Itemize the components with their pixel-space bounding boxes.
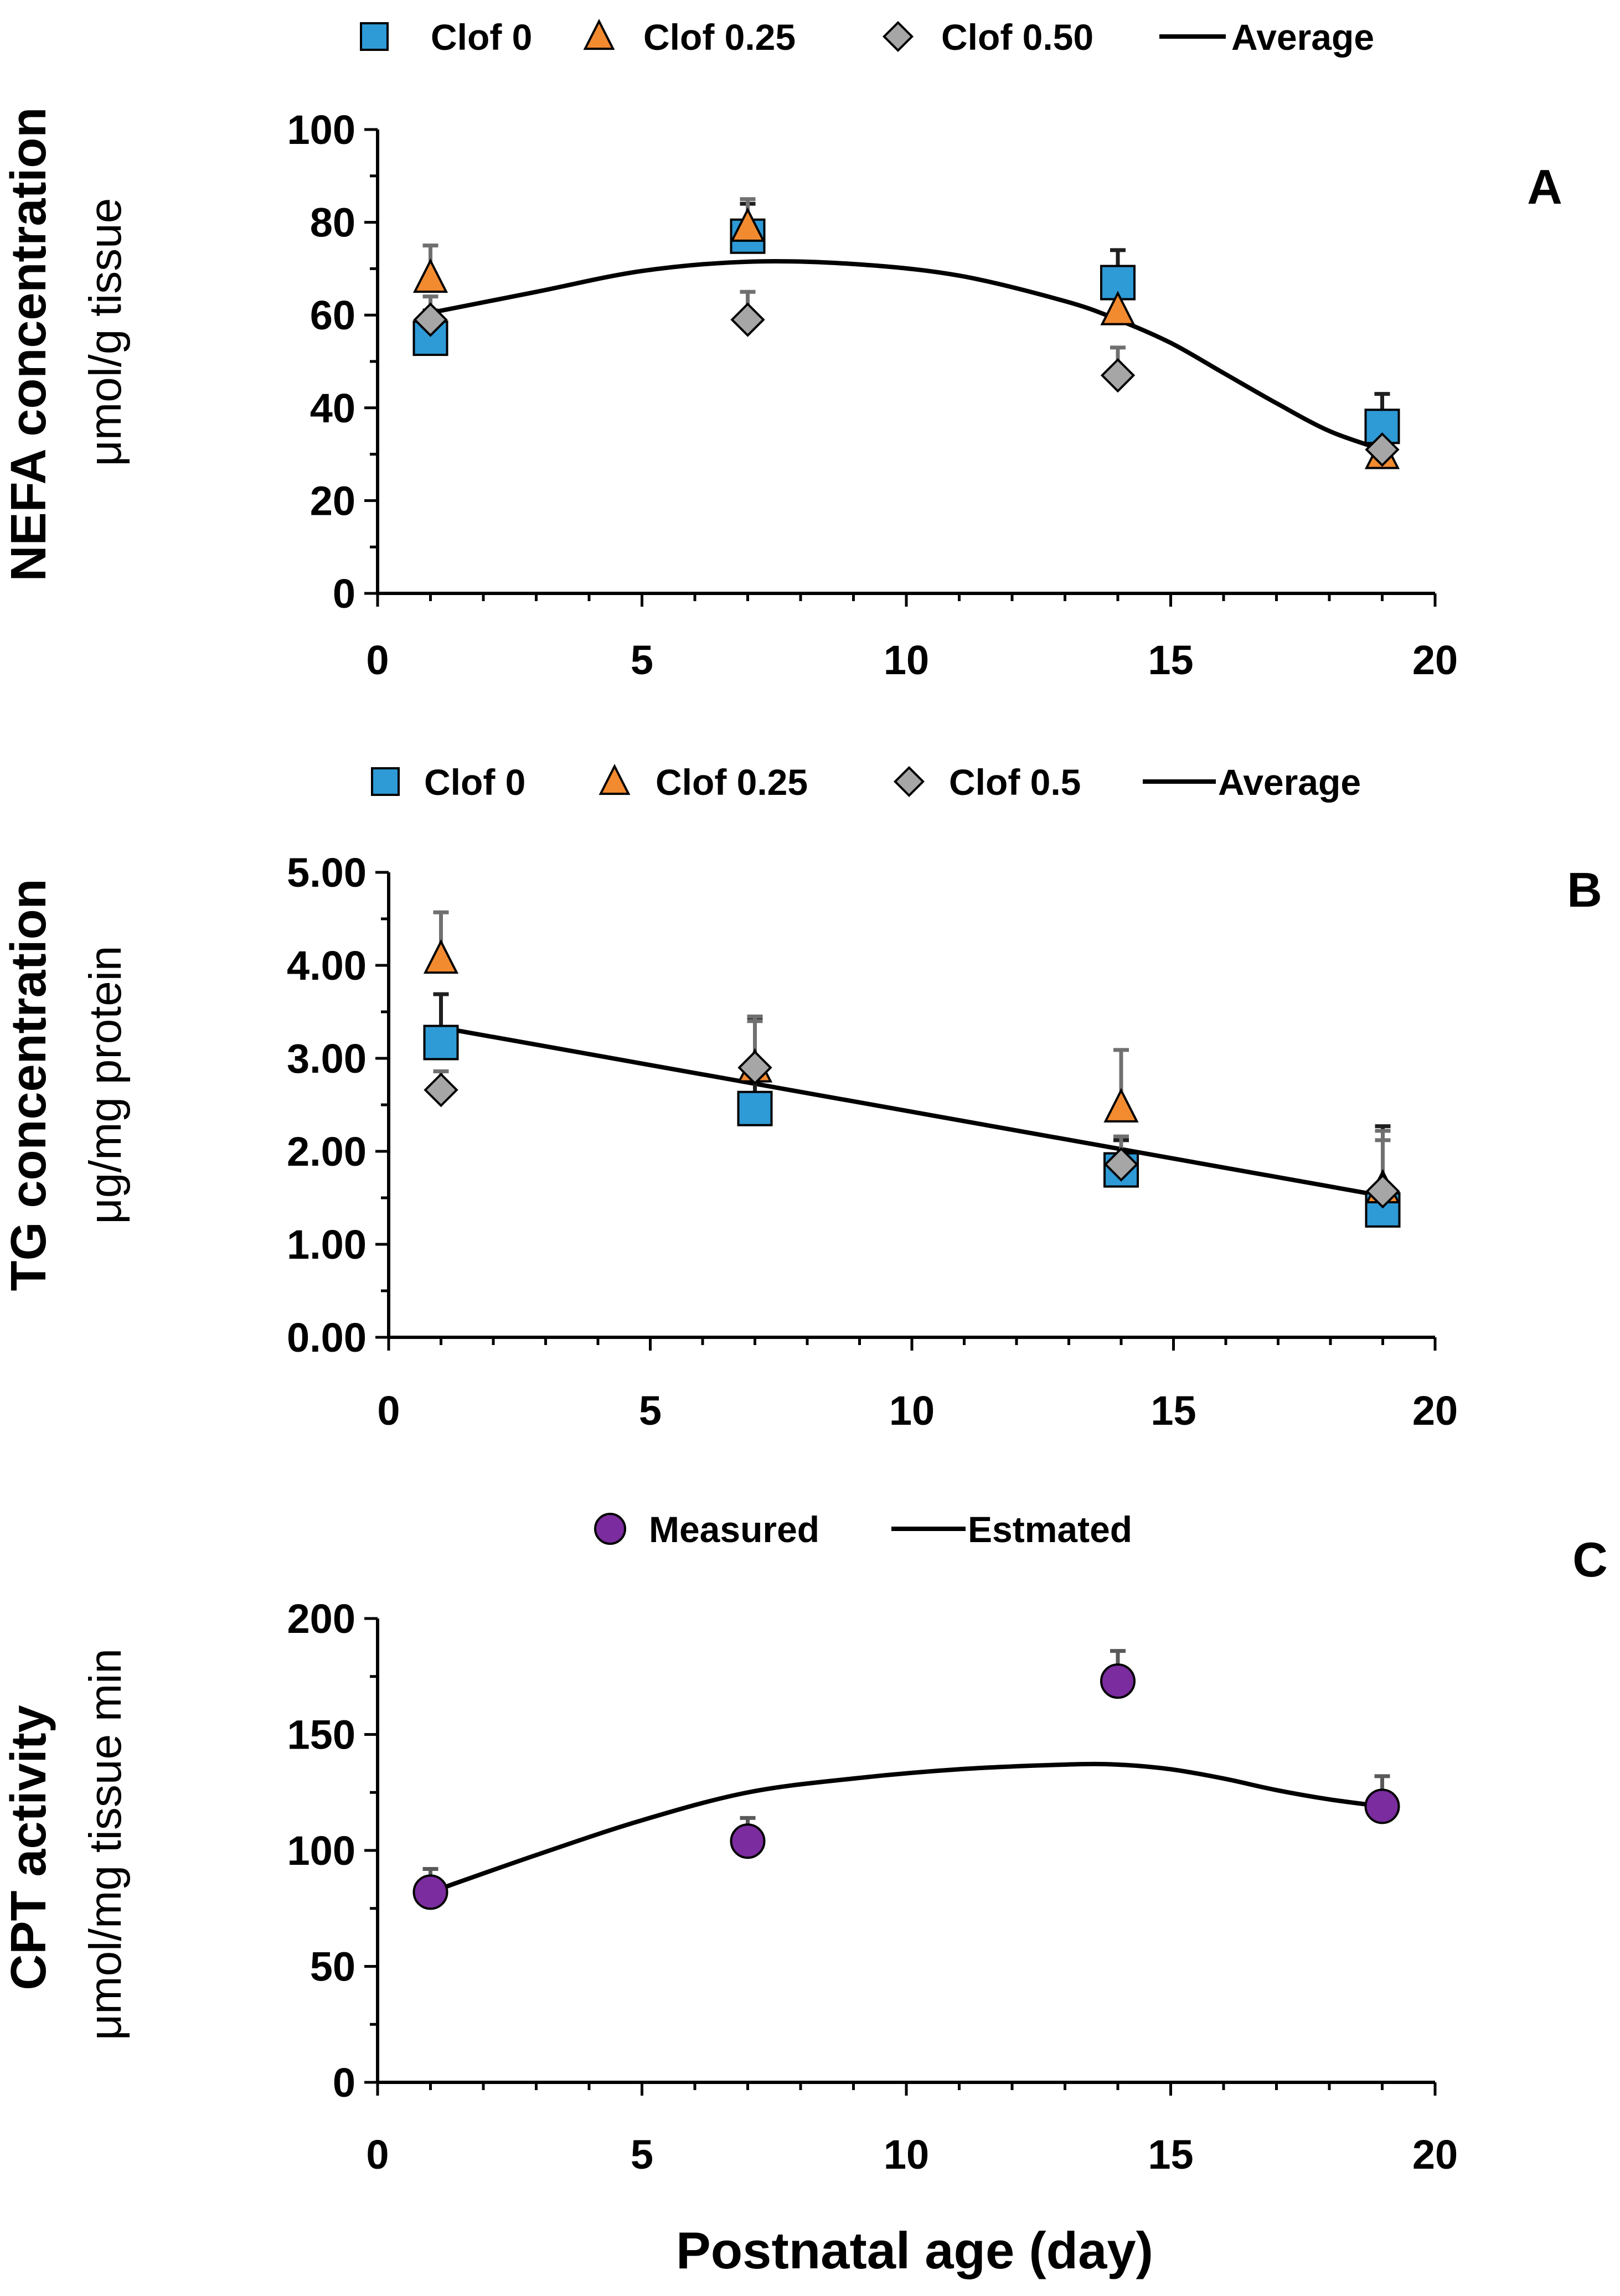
data-point-b-clof-0-5	[737, 1050, 772, 1085]
y-tick-label-b: 5.00	[287, 850, 367, 896]
legend-label-c-measured: Measured	[649, 1509, 819, 1550]
legend-marker-b-clof-0-5	[893, 766, 925, 798]
legend-marker-c-measured	[594, 1513, 626, 1545]
fit-line-a	[430, 259, 1383, 452]
legend-marker-b-clof-0	[371, 767, 400, 796]
fit-curve-b	[440, 1025, 1384, 1198]
axes-b: 0 5 10 15 20 0.00 1.00 2.00 3.00 4.00 5.00	[287, 850, 1458, 1434]
data-point-a-clof-0-50	[730, 302, 765, 337]
data-point-a-clof-0-50	[1100, 358, 1136, 393]
x-tick-label-a: 20	[1412, 637, 1458, 683]
data-point-a-clof-0-25	[730, 207, 766, 242]
y-axis-title-b: TG concentration	[1, 878, 56, 1291]
y-tick-label-b: 2.00	[287, 1129, 367, 1175]
y-axis-title-a: NEFA concentration	[1, 107, 56, 582]
data-point-c-measured	[1364, 1788, 1400, 1824]
y-tick-label-c: 0	[333, 2060, 355, 2106]
data-point-b-clof-0-25	[423, 939, 459, 974]
y-tick-label-a: 100	[287, 107, 355, 153]
legend-marker-a-clof-0-25	[583, 18, 615, 50]
data-point-b-clof-0-5	[1103, 1147, 1139, 1182]
y-tick-label-b: 3.00	[287, 1036, 367, 1082]
legend-label-b-average: Average	[1218, 762, 1361, 803]
legend-c: Measured Estmated	[594, 1509, 1132, 1550]
legend-marker-a-clof-0	[360, 22, 389, 51]
legend-marker-a-clof-0-50	[882, 20, 914, 53]
data-point-a-clof-0-50	[413, 302, 448, 337]
x-tick-label-b: 15	[1150, 1388, 1196, 1434]
data-point-b-clof-0-25	[1103, 1088, 1139, 1123]
y-tick-label-a: 40	[310, 385, 355, 431]
x-tick-label-c: 20	[1412, 2132, 1458, 2178]
x-tick-label-c: 5	[631, 2132, 653, 2178]
y-axis-units-b: μg/mg protein	[80, 945, 131, 1224]
x-tick-label-c: 10	[884, 2132, 929, 2178]
fit-curve-a	[430, 259, 1383, 452]
x-tick-label-c: 15	[1148, 2132, 1193, 2178]
data-point-a-clof-0-50	[1365, 432, 1400, 467]
y-tick-label-b: 4.00	[287, 943, 367, 989]
y-tick-label-a: 60	[310, 292, 355, 338]
x-tick-label-b: 20	[1412, 1388, 1458, 1434]
x-tick-label-b: 0	[377, 1388, 400, 1434]
legend-marker-b-clof-0-25	[599, 763, 631, 795]
y-tick-label-c: 200	[287, 1596, 355, 1642]
panel-c: Measured Estmated CPT activity μmol/mg ti…	[1, 1509, 1608, 2178]
data-point-a-clof-0-25	[1100, 291, 1136, 325]
y-axis-units-c: μmol/mg tissue min	[80, 1648, 131, 2040]
legend-label-b-clof-0: Clof 0	[424, 762, 525, 803]
axes-a: 0 5 10 15 20 0 20 40 60 80 100	[287, 107, 1458, 683]
y-tick-label-b: 0.00	[287, 1315, 367, 1361]
x-tick-label-a: 10	[884, 637, 929, 683]
y-tick-label-c: 100	[287, 1828, 355, 1874]
data-marks-b	[423, 910, 1401, 1228]
data-point-b-clof-0	[737, 1090, 773, 1126]
data-point-a-clof-0-25	[412, 258, 448, 293]
y-tick-label-c: 50	[310, 1944, 355, 1990]
data-marks-a	[412, 197, 1400, 469]
panel-letter-b: B	[1567, 862, 1602, 917]
data-point-b-clof-0	[423, 1025, 459, 1061]
legend-a: Clof 0 Clof 0.25 Clof 0.50 Average	[360, 17, 1374, 58]
data-marks-c	[412, 1649, 1400, 1910]
x-tick-label-a: 0	[366, 637, 389, 683]
y-axis-title-c: CPT activity	[1, 1705, 56, 1990]
x-tick-label-b: 5	[639, 1388, 662, 1434]
x-tick-label-a: 5	[631, 637, 653, 683]
legend-label-a-clof-0-50: Clof 0.50	[941, 17, 1093, 58]
data-point-b-clof-0-5	[1365, 1174, 1400, 1209]
data-point-c-measured	[1100, 1663, 1136, 1699]
legend-label-c-estmated: Estmated	[968, 1509, 1132, 1550]
panel-b: Clof 0 Clof 0.25 Clof 0.5 Average TG concen…	[1, 762, 1602, 1434]
panel-letter-c: C	[1572, 1532, 1608, 1587]
legend-label-a-average: Average	[1231, 17, 1374, 58]
fit-curve-c	[430, 1761, 1383, 1895]
data-point-c-measured	[412, 1874, 448, 1910]
legend-label-a-clof-0: Clof 0	[431, 17, 532, 58]
legend-label-a-clof-0-25: Clof 0.25	[643, 17, 796, 58]
y-tick-label-a: 80	[310, 200, 355, 246]
panel-a: Clof 0 Clof 0.25 Clof 0.50 Average NEFA con…	[1, 17, 1562, 683]
legend-label-b-clof-0-5: Clof 0.5	[949, 762, 1081, 803]
legend-b: Clof 0 Clof 0.25 Clof 0.5 Average	[371, 762, 1361, 803]
y-tick-label-a: 0	[333, 571, 355, 617]
data-point-c-measured	[730, 1823, 766, 1859]
x-axis-title: Postnatal age (day)	[676, 2221, 1153, 2279]
fit-line-c	[430, 1761, 1383, 1895]
panel-letter-a: A	[1527, 159, 1562, 214]
y-tick-label-c: 150	[287, 1712, 355, 1758]
y-tick-label-b: 1.00	[287, 1222, 367, 1268]
x-tick-label-a: 15	[1148, 637, 1193, 683]
fit-line-b	[440, 1025, 1384, 1198]
y-axis-units-a: μmol/g tissue	[80, 198, 131, 467]
x-tick-label-c: 0	[366, 2132, 389, 2178]
y-tick-label-a: 20	[310, 478, 355, 524]
legend-label-b-clof-0-25: Clof 0.25	[656, 762, 808, 803]
data-point-b-clof-0-5	[424, 1072, 458, 1108]
x-tick-label-b: 10	[889, 1388, 935, 1434]
